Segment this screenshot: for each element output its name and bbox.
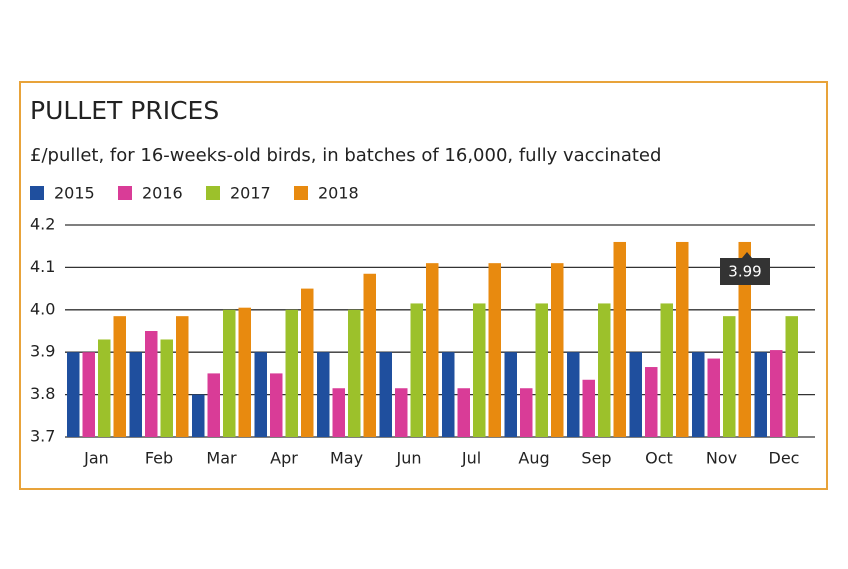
bar — [363, 273, 376, 437]
bar — [770, 350, 783, 437]
bar — [504, 352, 517, 437]
bar — [82, 352, 95, 437]
bar — [301, 288, 314, 437]
x-tick-label: Aug — [518, 449, 549, 468]
bar — [598, 303, 611, 437]
legend-swatch — [206, 186, 220, 200]
bar — [707, 358, 720, 437]
y-tick-label: 4.1 — [30, 257, 55, 276]
x-tick-label: Feb — [145, 449, 173, 468]
chart-title: PULLET PRICES — [30, 96, 219, 125]
legend-label: 2016 — [142, 184, 183, 203]
bar — [660, 303, 673, 437]
x-tick-label: Oct — [645, 449, 673, 468]
bar — [723, 316, 736, 437]
x-tick-label: Nov — [706, 449, 737, 468]
bar — [442, 352, 455, 437]
legend-swatch — [294, 186, 308, 200]
x-tick-label: Mar — [206, 449, 237, 468]
bar — [270, 373, 283, 437]
x-tick-label: Sep — [581, 449, 611, 468]
bar — [520, 388, 533, 437]
bar — [613, 241, 626, 437]
legend-label: 2017 — [230, 184, 271, 203]
bar — [754, 352, 767, 437]
bar — [535, 303, 548, 437]
x-tick-label: Apr — [270, 449, 298, 468]
bar — [551, 263, 564, 437]
bar — [223, 309, 236, 437]
bar — [332, 388, 345, 437]
tooltip-text: 3.99 — [728, 263, 761, 281]
legend-swatch — [30, 186, 44, 200]
x-tick-label: Jun — [396, 449, 422, 468]
bar — [176, 316, 189, 437]
bar — [692, 352, 705, 437]
bar — [567, 352, 580, 437]
chart-subtitle: £/pullet, for 16-weeks-old birds, in bat… — [30, 145, 661, 166]
bar — [207, 373, 220, 437]
x-tick-label: Jul — [461, 449, 481, 468]
bar — [67, 352, 80, 437]
bar — [129, 352, 142, 437]
bar — [145, 331, 158, 437]
y-tick-label: 3.9 — [30, 342, 55, 361]
bar — [457, 388, 470, 437]
x-tick-label: May — [330, 449, 363, 468]
bar — [738, 241, 751, 437]
bar — [285, 309, 298, 437]
bar — [395, 388, 408, 437]
bar — [676, 241, 689, 437]
legend-swatch — [118, 186, 132, 200]
bar — [410, 303, 423, 437]
x-tick-label: Jan — [83, 449, 109, 468]
bar — [98, 339, 111, 437]
bar — [629, 352, 642, 437]
bar — [160, 339, 173, 437]
tooltip-box — [720, 252, 770, 285]
tooltip: 3.99 — [720, 252, 770, 285]
x-tick-label: Dec — [769, 449, 800, 468]
bar — [785, 316, 798, 437]
bar — [348, 309, 361, 437]
y-tick-label: 4.0 — [30, 299, 55, 318]
legend-label: 2015 — [54, 184, 95, 203]
y-tick-label: 3.8 — [30, 384, 55, 403]
bar — [317, 352, 330, 437]
bar — [582, 379, 595, 437]
bar — [238, 307, 251, 437]
bar — [379, 352, 392, 437]
bar — [645, 367, 658, 437]
bar — [192, 394, 205, 437]
bar — [426, 263, 439, 437]
y-tick-label: 4.2 — [30, 215, 55, 234]
bar — [254, 352, 267, 437]
frame — [19, 81, 828, 490]
bar — [113, 316, 126, 437]
bar — [488, 263, 501, 437]
y-tick-label: 3.7 — [30, 427, 55, 446]
bar — [473, 303, 486, 437]
legend-label: 2018 — [318, 184, 359, 203]
